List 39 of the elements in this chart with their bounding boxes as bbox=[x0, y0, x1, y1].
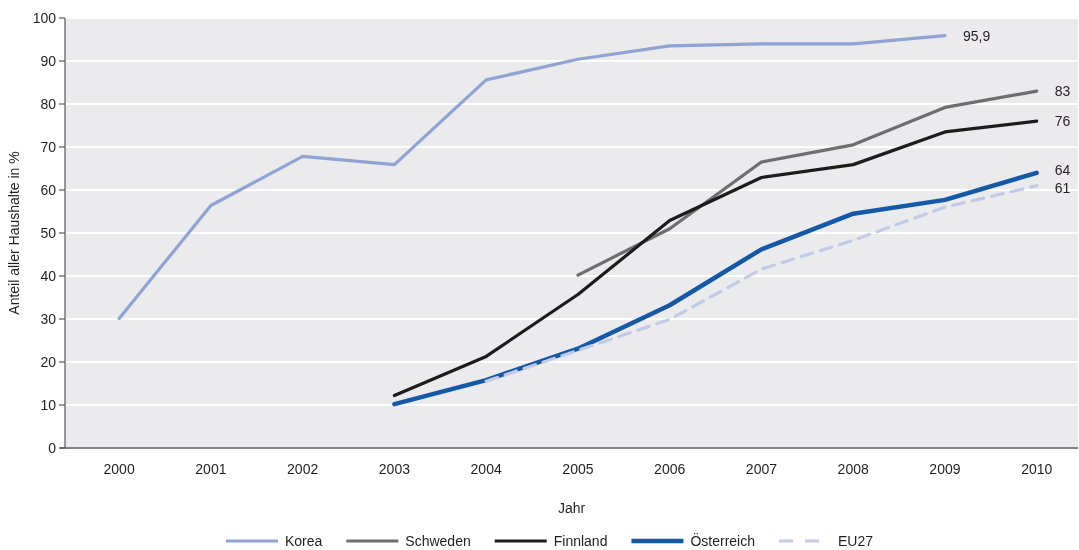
legend-label: EU27 bbox=[838, 532, 874, 549]
x-tick-label: 2001 bbox=[195, 461, 227, 477]
x-tick-label: 2000 bbox=[103, 461, 135, 477]
y-tick-label: 80 bbox=[40, 95, 57, 112]
legend-label: Österreich bbox=[690, 531, 755, 549]
x-tick-label: 2005 bbox=[562, 461, 594, 477]
y-axis-title: Anteil aller Haushalte in % bbox=[6, 151, 22, 315]
x-tick-label: 2002 bbox=[287, 461, 319, 477]
data-label: 64 bbox=[1054, 162, 1071, 179]
y-tick-label: 0 bbox=[48, 439, 57, 456]
x-tick-label: 2004 bbox=[470, 461, 502, 477]
x-tick-label: 2006 bbox=[654, 461, 686, 477]
data-label: 95,9 bbox=[962, 27, 991, 44]
line-series bbox=[484, 184, 1039, 383]
x-axis-title: Jahr bbox=[557, 500, 586, 516]
y-tick-label: 10 bbox=[40, 396, 57, 413]
legend-label: Schweden bbox=[405, 532, 471, 549]
line-series bbox=[392, 119, 1039, 398]
y-tick-label: 40 bbox=[40, 267, 57, 284]
legend-label: Finnland bbox=[553, 532, 608, 549]
line-series bbox=[576, 89, 1039, 277]
y-tick-label: 60 bbox=[40, 181, 57, 198]
x-tick-label: 2009 bbox=[929, 461, 961, 477]
line-series bbox=[117, 34, 947, 321]
x-tick-label: 2010 bbox=[1021, 461, 1053, 477]
x-tick-label: 2008 bbox=[837, 461, 869, 477]
y-tick-label: 90 bbox=[40, 52, 57, 69]
y-tick-label: 100 bbox=[32, 9, 57, 26]
data-label: 61 bbox=[1054, 180, 1071, 197]
y-tick-label: 70 bbox=[40, 138, 57, 155]
data-label: 83 bbox=[1054, 83, 1071, 99]
x-tick-label: 2007 bbox=[745, 461, 778, 477]
y-tick-label: 20 bbox=[40, 353, 57, 370]
x-tick-label: 2003 bbox=[378, 461, 411, 477]
line-series bbox=[392, 170, 1039, 407]
y-tick-label: 50 bbox=[40, 224, 57, 241]
data-label: 76 bbox=[1054, 113, 1071, 130]
y-tick-label: 30 bbox=[40, 310, 57, 327]
legend-label: Korea bbox=[284, 532, 323, 549]
